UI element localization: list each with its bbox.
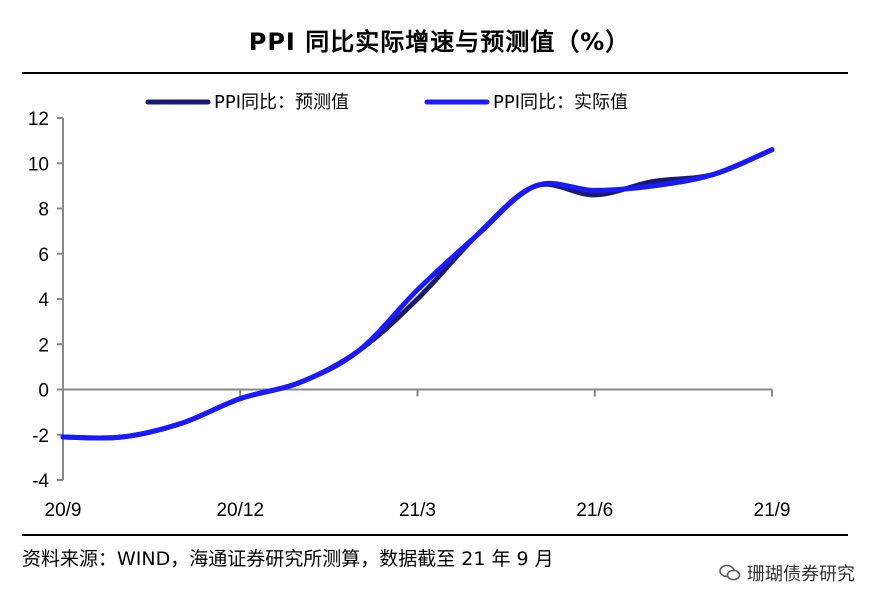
legend-actual-label: PPI同比：实际值 [493, 92, 628, 113]
source-note: 资料来源：WIND，海通证券研究所测算，数据截至 21 年 9 月 [22, 548, 554, 570]
x-tick-label: 20/9 [45, 500, 82, 521]
x-tick-label: 20/12 [216, 500, 264, 521]
wechat-icon [719, 564, 741, 581]
chart-axes: -4 -2 0 2 4 6 8 10 12 20/9 20/12 21/3 21/6 21/9 [28, 109, 791, 521]
y-tick-label: 6 [38, 245, 49, 266]
y-tick-label: 10 [28, 154, 49, 175]
watermark: 珊瑚债券研究 [719, 560, 855, 586]
watermark-text: 珊瑚债券研究 [747, 564, 855, 585]
ppi-line-chart: -4 -2 0 2 4 6 8 10 12 20/9 20/12 21/3 21/6 21/9 PPI同比… [28, 92, 791, 521]
bottom-divider [22, 534, 848, 536]
page-title: PPI 同比实际增速与预测值（%） [248, 28, 631, 56]
actual-series-line [60, 147, 775, 441]
chart-legend: PPI同比：预测值 PPI同比：实际值 [145, 92, 628, 113]
x-tick-label: 21/9 [754, 500, 791, 521]
y-tick-label: -4 [32, 471, 49, 492]
top-divider [22, 72, 848, 74]
y-tick-label: -2 [32, 426, 49, 447]
y-tick-label: 8 [38, 200, 49, 221]
y-tick-label: 12 [28, 109, 49, 130]
x-tick-label: 21/6 [576, 500, 613, 521]
y-tick-label: 2 [38, 335, 49, 356]
legend-forecast-label: PPI同比：预测值 [214, 92, 349, 113]
y-tick-label: 4 [38, 290, 49, 311]
y-tick-label: 0 [38, 381, 49, 402]
chart-series [60, 147, 775, 441]
x-tick-label: 21/3 [399, 500, 436, 521]
